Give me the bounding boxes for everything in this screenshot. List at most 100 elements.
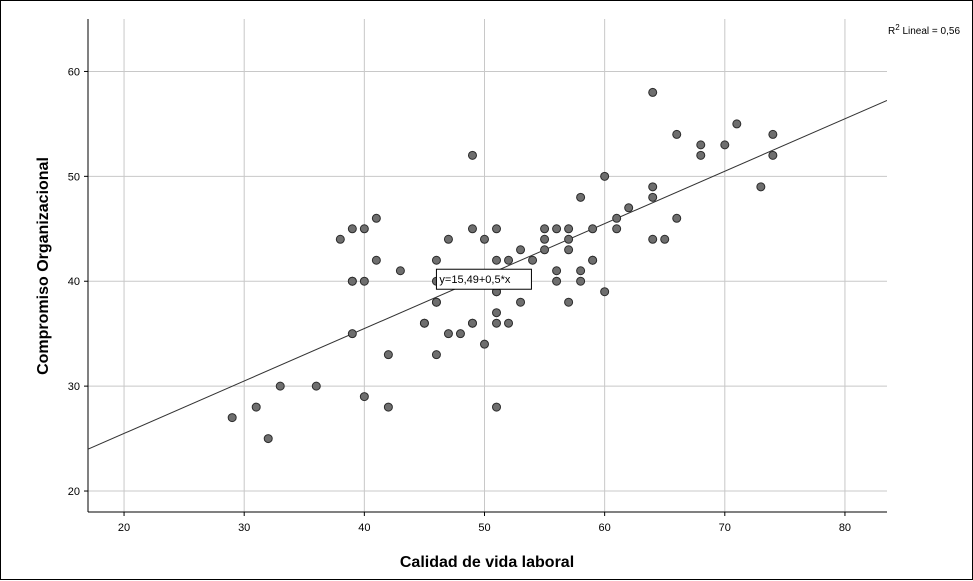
data-point-73 [672,213,682,223]
data-point-17 [395,266,405,276]
data-point-41 [504,255,514,265]
x-tick-label-60: 60 [599,522,611,534]
y-axis-title: Compromiso Organizacional [35,157,52,375]
fit-equation-label: y=15,49+0,5*x [439,274,510,286]
data-point-46 [540,224,550,234]
x-tick-labels: 20 30 40 50 60 70 80 [118,512,851,534]
data-point-80 [768,150,778,160]
data-point-14 [371,255,381,265]
x-tick-label-20: 20 [118,522,130,534]
data-point-79 [768,129,778,139]
data-point-5 [335,234,345,244]
fit-equation-annotation: y=15,49+0,5*x [435,268,532,290]
y-tick-label-40: 40 [68,276,80,288]
axes [87,19,887,513]
data-point-9 [347,329,357,339]
data-point-8 [347,276,357,286]
data-point-54 [564,245,574,255]
data-point-65 [612,224,622,234]
data-point-31 [467,318,477,328]
data-point-28 [467,150,477,160]
data-point-10 [359,224,369,234]
y-tick-label-20: 20 [68,486,80,498]
data-point-68 [648,182,658,192]
data-point-24 [431,350,441,360]
data-point-1 [251,402,261,412]
data-point-16 [383,402,393,412]
data-point-4 [311,381,321,391]
data-point-72 [672,129,682,139]
data-point-11 [359,276,369,286]
data-point-13 [371,213,381,223]
data-point-15 [383,350,393,360]
data-point-71 [660,234,670,244]
data-point-23 [431,297,441,307]
data-point-52 [564,224,574,234]
data-point-49 [552,224,562,234]
data-point-69 [648,192,658,202]
data-point-38 [492,308,502,318]
x-tick-label-40: 40 [358,522,370,534]
data-point-67 [648,87,658,97]
x-tick-label-80: 80 [839,522,851,534]
data-point-3 [275,381,285,391]
data-point-56 [576,192,586,202]
data-point-19 [419,318,429,328]
y-tick-label-50: 50 [68,171,80,183]
x-axis-title: Calidad de vida laboral [400,554,574,571]
data-point-57 [576,266,586,276]
data-point-33 [479,339,489,349]
data-point-20 [431,255,441,265]
data-point-51 [552,276,562,286]
data-point-70 [648,234,658,244]
data-point-27 [455,329,465,339]
data-point-45 [528,255,538,265]
data-point-64 [612,213,622,223]
data-point-12 [359,392,369,402]
data-point-50 [552,266,562,276]
y-tick-labels: 20 30 40 50 60 [68,66,88,498]
data-point-32 [479,234,489,244]
data-point-35 [492,255,502,265]
data-point-29 [467,224,477,234]
data-point-63 [600,287,610,297]
data-point-26 [443,329,453,339]
x-tick-label-50: 50 [478,522,490,534]
data-point-48 [540,245,550,255]
data-point-55 [564,297,574,307]
y-tick-label-60: 60 [68,66,80,78]
data-point-40 [492,402,502,412]
data-point-78 [756,182,766,192]
data-point-59 [588,224,598,234]
data-point-66 [624,203,634,213]
data-point-39 [492,318,502,328]
data-point-75 [696,150,706,160]
x-tick-label-70: 70 [719,522,731,534]
data-point-74 [696,140,706,150]
data-point-44 [516,297,526,307]
x-tick-label-30: 30 [238,522,250,534]
data-point-58 [576,276,586,286]
fit-equation-box [435,268,532,290]
grid-lines [88,19,887,512]
r2-label: R2 Lineal = 0,56 [888,23,960,37]
data-point-61 [588,255,598,265]
data-point-62 [600,171,610,181]
data-point-76 [720,140,730,150]
data-point-47 [540,234,550,244]
data-point-53 [564,234,574,244]
data-point-6 [347,224,357,234]
y-tick-label-30: 30 [68,381,80,393]
data-point-25 [443,234,453,244]
data-point-34 [492,224,502,234]
data-point-42 [504,318,514,328]
data-point-2 [263,434,273,444]
r2-value: Lineal = 0,56 [900,26,961,37]
data-point-0 [227,413,237,423]
data-points [227,87,778,444]
data-point-77 [732,119,742,129]
r2-superscript: 2 [895,23,900,32]
data-point-43 [516,245,526,255]
